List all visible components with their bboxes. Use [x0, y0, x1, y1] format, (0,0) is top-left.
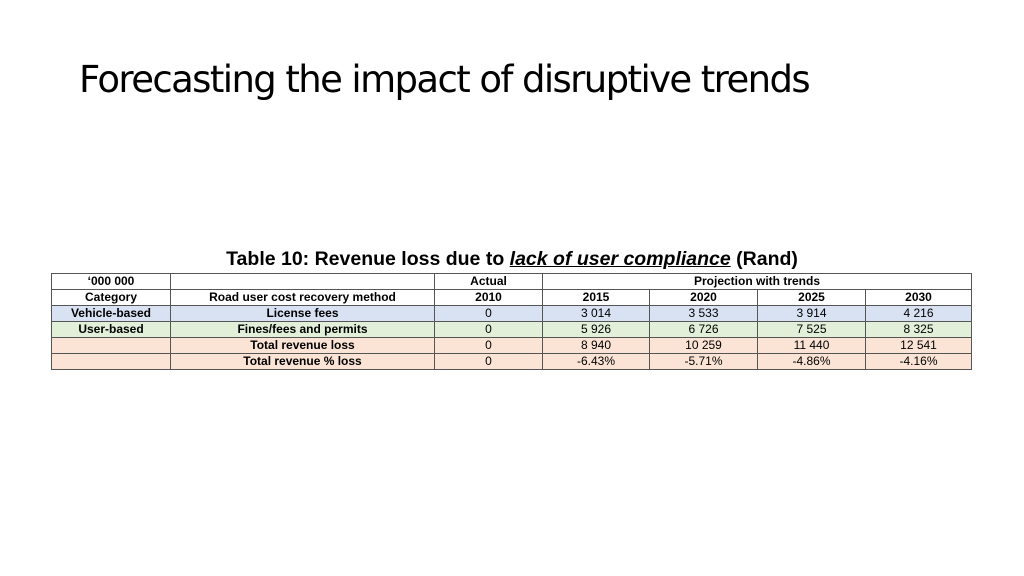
table-header-row-2: Category Road user cost recovery method …: [51, 289, 973, 306]
method-cell: Total revenue % loss: [170, 353, 435, 370]
method-cell: Fines/fees and permits: [170, 321, 435, 338]
caption-prefix: Table 10: Revenue loss due to: [226, 248, 510, 270]
category-cell: [51, 337, 171, 354]
table-row: Vehicle-based License fees 0 3 014 3 533…: [51, 305, 973, 322]
projection-header: Projection with trends: [541, 273, 973, 290]
blank-header: [170, 273, 435, 290]
value-cell: -4.86%: [757, 353, 866, 370]
value-cell: 0: [434, 305, 543, 322]
unit-header: ‘000 000: [51, 273, 171, 290]
category-cell: User-based: [51, 321, 171, 338]
revenue-loss-table: ‘000 000 Actual Projection with trends C…: [51, 273, 973, 370]
value-cell: -5.71%: [649, 353, 758, 370]
caption-emphasis: lack of user compliance: [509, 248, 731, 270]
column-header: Category: [51, 289, 171, 306]
actual-header: Actual: [434, 273, 543, 290]
category-cell: Vehicle-based: [51, 305, 171, 322]
column-header: Road user cost recovery method: [170, 289, 435, 306]
value-cell: 12 541: [864, 337, 973, 354]
value-cell: 0: [434, 321, 543, 338]
table-row: Total revenue loss 0 8 940 10 259 11 440…: [51, 337, 973, 354]
value-cell: 11 440: [757, 337, 866, 354]
table-row: Total revenue % loss 0 -6.43% -5.71% -4.…: [51, 353, 973, 370]
method-cell: License fees: [170, 305, 435, 322]
value-cell: 6 726: [649, 321, 758, 338]
value-cell: 3 914: [757, 305, 866, 322]
table-row: User-based Fines/fees and permits 0 5 92…: [51, 321, 973, 338]
value-cell: 8 940: [542, 337, 650, 354]
table-caption: Table 10: Revenue loss due to lack of us…: [0, 248, 1024, 271]
value-cell: 4 216: [864, 305, 973, 322]
value-cell: -6.43%: [542, 353, 650, 370]
value-cell: 3 533: [649, 305, 758, 322]
value-cell: 0: [434, 337, 543, 354]
value-cell: 0: [434, 353, 543, 370]
column-header: 2015: [542, 289, 650, 306]
method-cell: Total revenue loss: [170, 337, 435, 354]
value-cell: 7 525: [757, 321, 866, 338]
column-header: 2025: [757, 289, 866, 306]
value-cell: 3 014: [542, 305, 650, 322]
table-header-row-1: ‘000 000 Actual Projection with trends: [51, 273, 973, 290]
caption-suffix: (Rand): [730, 248, 798, 270]
value-cell: 8 325: [864, 321, 973, 338]
value-cell: 10 259: [649, 337, 758, 354]
column-header: 2020: [649, 289, 758, 306]
value-cell: 5 926: [542, 321, 650, 338]
category-cell: [51, 353, 171, 370]
value-cell: -4.16%: [864, 353, 973, 370]
column-header: 2030: [864, 289, 973, 306]
column-header: 2010: [434, 289, 543, 306]
slide-title: Forecasting the impact of disruptive tre…: [79, 58, 811, 101]
